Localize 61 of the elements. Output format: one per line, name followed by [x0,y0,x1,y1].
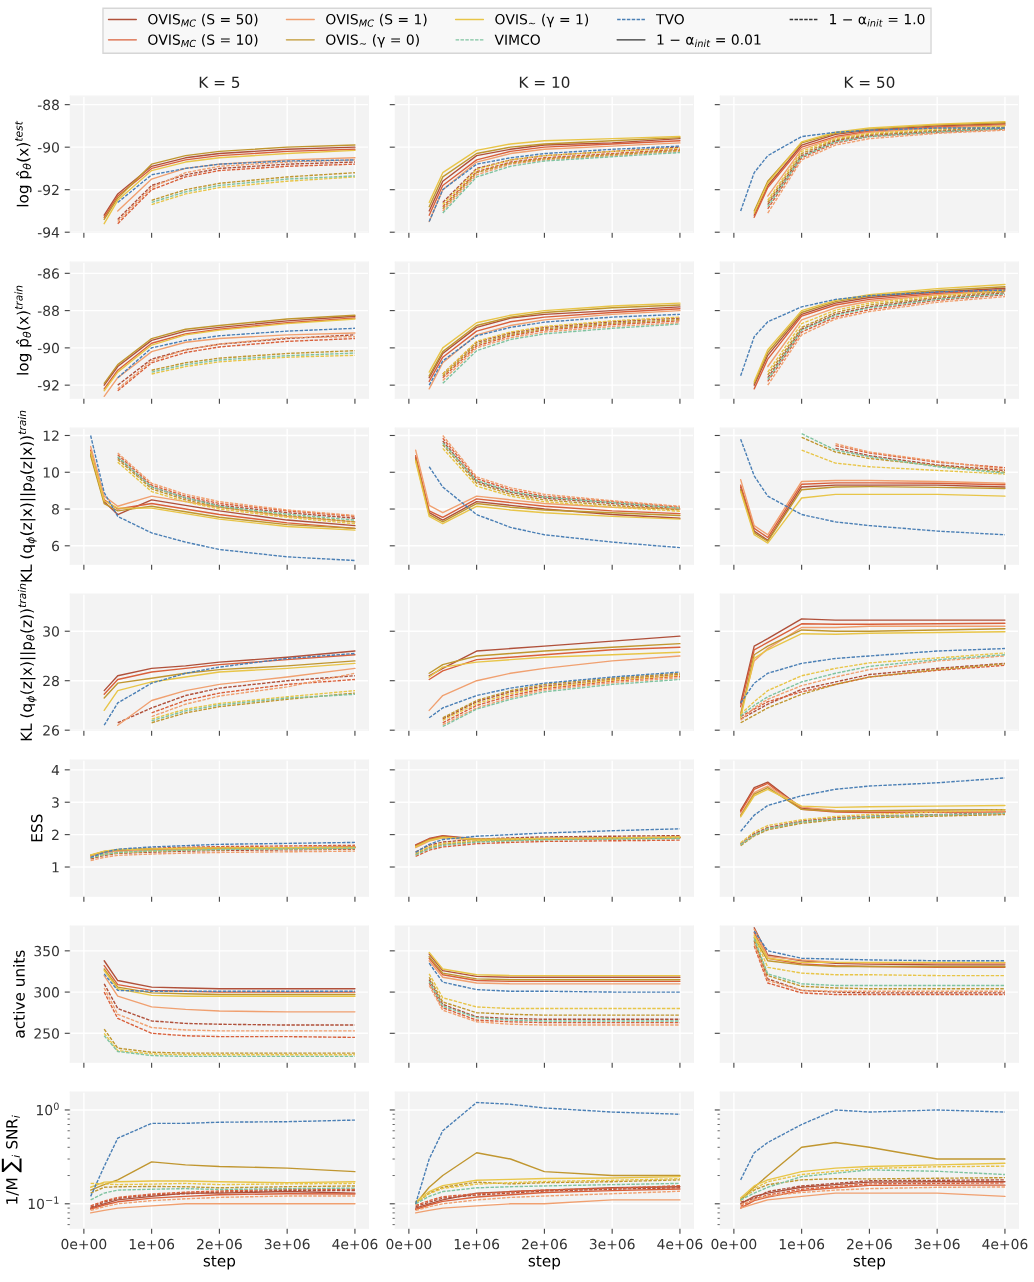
x-tick-label: 2e+06 [847,1238,892,1250]
y-tick-label: 250 [34,1028,59,1039]
legend-label: OVIS$_{MC}$ (S = 50) [148,13,258,27]
x-tick-label: 0e+00 [386,1238,432,1250]
y-axis-title: ESS [30,814,43,842]
y-axis-title: KL (q$_{ϕ}$(z|x)||p$_{θ}$(z|x))$^{train}$ [17,410,37,582]
y-tick-label: -90 [37,142,59,153]
x-tick-label: 3e+06 [264,1238,310,1250]
x-tick-label: 1e+06 [779,1238,825,1250]
y-tick-label: -94 [37,227,60,238]
y-tick-label: 8 [52,504,59,515]
y-tick-label: 2 [52,829,59,840]
x-tick-label: 2e+06 [522,1238,567,1250]
y-tick-label: 1 [52,862,59,873]
x-tick-label: 2e+06 [197,1238,242,1250]
y-tick-label: -88 [37,305,59,317]
x-tick-label: 4e+06 [982,1238,1028,1250]
legend-label: VIMCO [494,34,540,45]
y-tick-label: 10$^{−1}$ [28,1196,59,1210]
y-tick-label: 10$^{0}$ [36,1102,59,1116]
y-tick-label: 3 [52,797,59,808]
x-tick-label: 1e+06 [454,1238,500,1250]
y-tick-label: 12 [43,430,59,441]
y-tick-label: 26 [43,725,60,736]
x-tick-label: 3e+06 [589,1238,635,1250]
y-tick-label: 10 [43,467,59,478]
y-tick-label: 350 [34,945,59,957]
x-axis-title: step [203,1255,236,1270]
legend-label: OVIS$_{∼}$ (γ = 0) [326,34,419,48]
x-axis-title: step [528,1255,561,1270]
y-axis-title: 1/M ∑$_{i}$ SNR$_{i}$ [1,1115,22,1204]
y-tick-label: -92 [37,380,59,391]
legend-label: 1 − α$_{init}$ = 0.01 [657,34,761,47]
chart-title: K = 5 [199,76,240,89]
legend-label: TVO [655,14,684,25]
chart-title: K = 50 [844,76,895,89]
y-axis-title: log p̂$_{θ}$(x)$^{test}$ [15,120,32,207]
y-axis-title: active units [13,950,25,1038]
y-tick-label: 28 [43,675,59,687]
x-tick-label: 0e+00 [61,1238,107,1250]
y-axis-title: log p̂$_{θ}$(x)$^{train}$ [14,285,32,375]
y-axis-title: KL (q$_{ϕ}$(z|x)||p$_{θ}$(z))$^{train}$ [17,583,37,741]
y-tick-label: 300 [34,987,59,998]
y-tick-label: -90 [37,342,59,354]
y-tick-label: -86 [37,268,60,279]
legend-label: 1 − α$_{init}$ = 1.0 [830,13,925,27]
legend-label: OVIS$_{MC}$ (S = 1) [326,13,427,27]
x-tick-label: 4e+06 [332,1238,378,1250]
x-tick-label: 4e+06 [657,1238,703,1250]
y-tick-label: 4 [51,764,60,776]
y-tick-label: 6 [52,540,60,552]
x-axis-title: step [853,1255,886,1270]
y-tick-label: -92 [37,184,59,196]
y-tick-label: 30 [43,626,59,637]
x-tick-label: 1e+06 [129,1238,175,1250]
y-tick-label: -88 [37,99,59,111]
chart-title: K = 10 [519,76,570,89]
legend-label: OVIS$_{∼}$ (γ = 1) [495,13,589,28]
x-tick-label: 0e+00 [711,1238,757,1250]
legend-label: OVIS$_{MC}$ (S = 10) [148,34,258,48]
x-tick-label: 3e+06 [914,1238,960,1250]
